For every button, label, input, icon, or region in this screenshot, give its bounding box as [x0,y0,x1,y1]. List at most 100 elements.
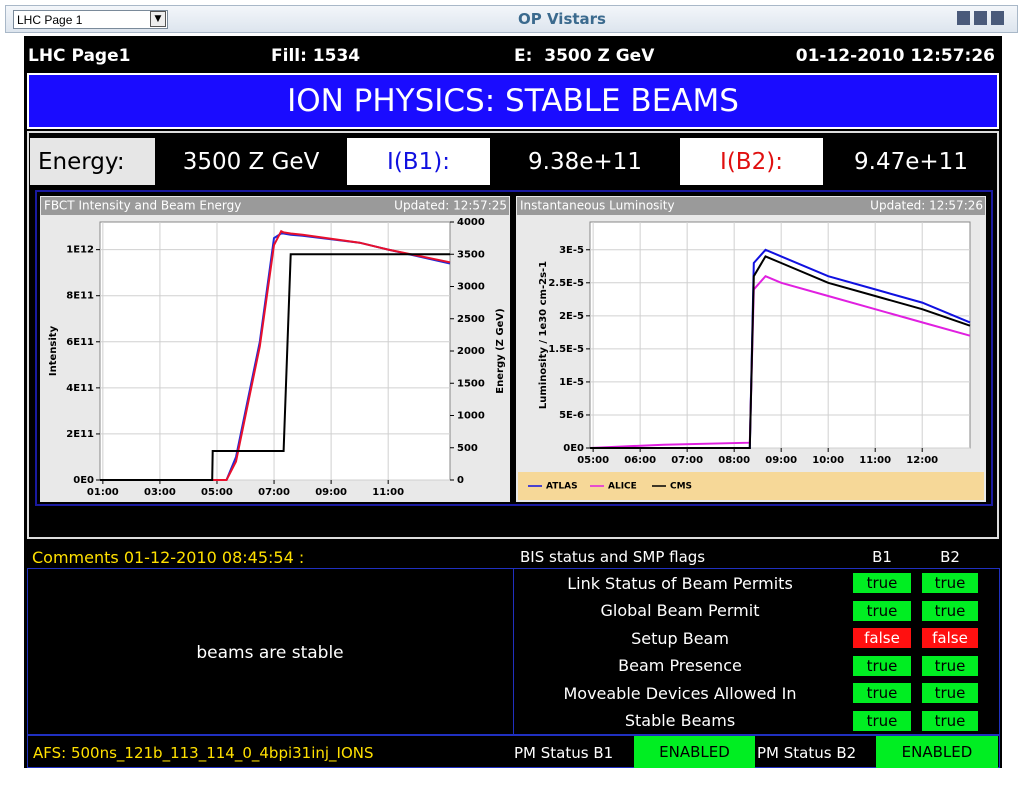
energy-value: 3500 Z GeV [182,148,320,175]
page-select[interactable]: LHC Page 1 [13,10,168,29]
y-tick-label: 2E11 [66,429,94,440]
y-tick-label: 4E11 [66,383,94,394]
x-tick-label: 11:00 [859,455,891,466]
flag-value: true [853,683,911,703]
flag-name: Beam Presence [618,656,742,675]
flag-value: false [922,628,978,648]
y-tick-label: 6E11 [66,337,94,348]
column-header: B2 [940,548,960,566]
window-button[interactable] [991,11,1004,25]
x-tick-label: 09:00 [765,455,797,466]
flag-value: true [853,710,911,731]
x-tick-label: 10:00 [812,455,844,466]
pm-b1-label: PM Status B1 [514,744,614,762]
y2-tick-label: 4000 [457,217,485,228]
series-line [590,255,971,449]
series-line [589,275,971,449]
series-line [100,229,451,481]
window-bar [5,5,1018,33]
legend-box [518,472,984,500]
flag-value: false [853,628,911,648]
page-name: LHC Page1 [28,46,131,66]
flag-value: true [853,600,911,621]
comment-text: beams are stable [196,643,344,663]
x-tick-label: 07:00 [671,455,703,466]
pm-b1-status: ENABLED [634,736,755,768]
plot-area [589,221,971,449]
timestamp: 01-12-2010 12:57:26 [795,46,995,66]
y-tick-label: 0E0 [563,443,584,454]
y-tick-label: 5E-6 [559,410,584,421]
y-axis-label: Intensity [48,325,59,376]
b2-intensity: 9.47e+11 [854,148,968,175]
x-tick-label: 06:00 [624,455,656,466]
afs-text: AFS: 500ns_121b_113_114_0_4bpi31inj_IONS [33,744,374,762]
window-button[interactable] [957,11,970,25]
dropdown-arrow[interactable]: ▼ [150,11,166,27]
flag-name: Moveable Devices Allowed In [563,683,797,703]
y2-tick-label: 2500 [457,314,485,325]
window-title: OP Vistars [517,10,606,28]
x-tick-label: 05:00 [577,455,609,466]
x-tick-label: 09:00 [315,487,347,498]
main-panel [27,131,999,539]
y-tick-label: 2E-5 [559,311,584,322]
y2-tick-label: 1000 [457,411,485,422]
flag-value: true [922,655,978,676]
y-tick-label: 1E-5 [559,377,584,388]
window-button[interactable] [974,11,987,25]
pm-b2-status: ENABLED [876,736,998,768]
b1-intensity: 9.38e+11 [528,148,642,175]
x-tick-label: 07:00 [258,487,290,498]
chart-title: FBCT Intensity and Beam Energy [44,199,241,213]
comments-title: Comments 01-12-2010 08:45:54 : [32,547,305,567]
flag-value: true [922,573,978,593]
y2-tick-label: 1500 [457,378,485,389]
x-tick-label: 03:00 [144,487,176,498]
y2-tick-label: 2000 [457,346,485,357]
column-header: B1 [872,548,892,566]
page-select-text: LHC Page 1 [17,12,83,27]
y-tick-label: 8E11 [66,291,94,302]
x-tick-label: 01:00 [87,487,119,498]
footer-box [27,735,1000,768]
flag-value: true [922,683,978,703]
plot-area [99,221,451,481]
y-axis-label: Luminosity / 1e30 cm-2s-1 [538,261,549,409]
chart-updated: Updated: 12:57:26 [870,199,983,213]
y-tick-label: 1E12 [66,245,94,256]
chart-title-bar [517,197,985,215]
beam-energy: E: 3500 Z GeV [514,46,655,66]
divider [513,568,514,735]
fill-number: Fill: 1534 [271,46,361,66]
flag-value: true [853,573,911,593]
flag-name: Global Beam Permit [600,601,760,620]
y-tick-label: 0E0 [73,475,94,486]
y-tick-label: 2.5E-5 [548,278,584,289]
y-tick-label: 1.5E-5 [548,344,584,355]
flag-name: Link Status of Beam Permits [567,573,793,593]
y2-tick-label: 0 [457,475,464,486]
chart-updated: Updated: 12:57:25 [394,199,507,213]
b2-label: I(B2): [680,138,823,185]
chart-title-bar [41,197,509,215]
x-tick-label: 05:00 [201,487,233,498]
series-line [100,253,450,481]
flag-name: Stable Beams [624,711,736,730]
flag-name: Setup Beam [631,628,729,648]
flag-value: true [922,600,978,621]
flag-value: true [853,655,911,676]
legend-label: ALICE [608,482,637,492]
pm-b2-label: PM Status B2 [757,744,857,762]
y2-tick-label: 3000 [457,282,485,293]
energy-label: Energy: [30,138,155,185]
beam-mode-banner: ION PHYSICS: STABLE BEAMS [27,73,999,129]
y2-axis-label: Energy (Z GeV) [495,308,506,393]
legend-label: CMS [670,482,692,492]
b1-label: I(B1): [347,138,490,185]
legend-label: ATLAS [546,482,578,492]
chart-title: Instantaneous Luminosity [520,199,675,213]
x-tick-label: 12:00 [906,455,938,466]
x-tick-label: 11:00 [372,487,404,498]
